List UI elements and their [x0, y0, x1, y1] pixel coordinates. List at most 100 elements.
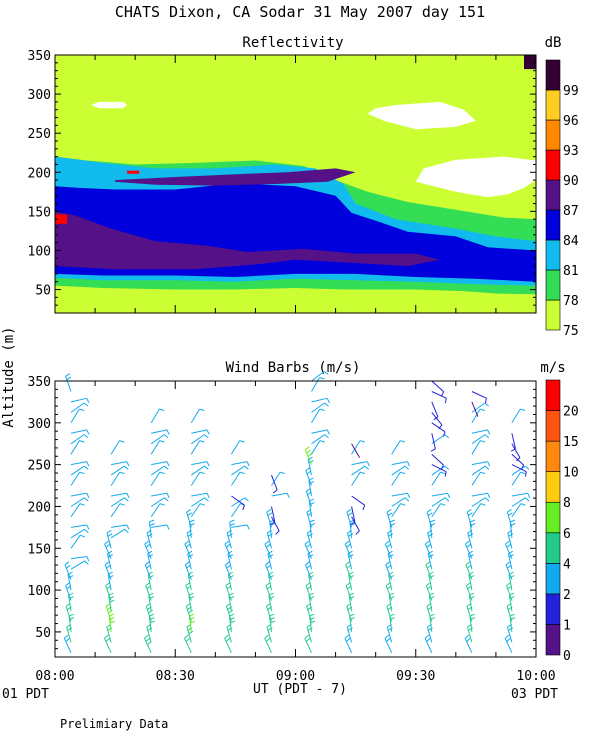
wind-barb-feather [65, 637, 70, 642]
wind-barb-feather [527, 492, 531, 499]
wind-barb-feather [199, 471, 205, 475]
wind-barb [70, 434, 89, 445]
colorbar-swatch [545, 299, 561, 331]
wind-barb-feather [510, 448, 516, 452]
wind-barb-shaft [311, 402, 325, 413]
wind-barb-shaft [225, 606, 232, 622]
wind-barb-shaft [68, 595, 72, 612]
wind-barb-feather [468, 554, 474, 558]
wind-barb-shaft [186, 511, 192, 528]
reflectivity-contour-90 [55, 214, 67, 224]
wind-barb-shaft [425, 585, 433, 601]
wind-barb-feather [227, 533, 233, 537]
wind-barb [70, 402, 89, 413]
wind-barb-shaft [268, 595, 272, 612]
wind-barb [266, 508, 273, 528]
colorbar-tick-label: 2 [563, 588, 571, 603]
wind-barb-shaft [191, 497, 205, 507]
wind-barb [224, 634, 232, 654]
wind-barb [191, 465, 209, 476]
wind-barb-shaft [70, 461, 87, 466]
wind-barb-shaft [186, 532, 192, 549]
wind-barb-shaft [145, 585, 152, 601]
wind-barb-feather [184, 634, 189, 639]
wind-barb-shaft [471, 434, 486, 445]
reflectivity-colorbar-label: dB [545, 35, 562, 51]
wind-barb-feather [504, 634, 510, 639]
wind-barb-shaft [311, 434, 325, 445]
wind-barb [430, 433, 436, 452]
wind-barb-feather [480, 503, 486, 506]
wind-barb-feather [345, 561, 350, 566]
wind-barb-shaft [224, 564, 232, 580]
wind-barb-feather [119, 471, 125, 475]
wind-barb-shaft [265, 585, 272, 601]
wind-barb [231, 497, 249, 507]
y-tick-label: 200 [28, 166, 51, 181]
wind-barb [351, 516, 360, 535]
wind-barb-feather [465, 561, 471, 566]
wind-barb-shaft [187, 553, 192, 570]
wind-barb-shaft [468, 574, 473, 591]
wind-barb-shaft [230, 471, 241, 486]
wind-barb-shaft [229, 521, 232, 538]
wind-barb-panel: Wind Barbs (m/s) 5010015020025030035008:… [28, 360, 579, 684]
wind-barb-feather [440, 503, 446, 506]
wind-barb-feather [267, 512, 273, 516]
wind-barb-shaft [344, 638, 353, 654]
reflectivity-colorbar: 75 78 81 84 87 90 93 96 99 [545, 59, 579, 339]
wind-barb-shaft [190, 408, 200, 424]
wind-barb-shaft [70, 408, 80, 424]
wind-barb-feather [444, 497, 450, 502]
wind-barb [431, 422, 446, 437]
y-tick-label: 150 [28, 542, 51, 557]
wind-barb-feather [185, 561, 190, 566]
wind-barb-shaft [389, 615, 393, 632]
colorbar-swatch [545, 59, 561, 91]
reflectivity-contour-90 [127, 170, 140, 174]
wind-barb-feather [204, 497, 209, 502]
colorbar-tick-label: 99 [563, 84, 579, 99]
wind-barb-shaft [467, 626, 473, 643]
wind-barb-shaft [70, 429, 87, 434]
y-tick-label: 350 [28, 49, 51, 64]
wind-barb-shaft [111, 461, 127, 466]
wind-barb [184, 540, 192, 559]
y-tick-label: 250 [28, 127, 51, 142]
wind-barb-feather [355, 530, 360, 535]
y-tick-label: 50 [35, 284, 51, 299]
wind-barb-feather [105, 637, 111, 642]
wind-barb [391, 440, 406, 455]
wind-barb-shaft [466, 606, 473, 622]
wind-barb-shaft [63, 638, 72, 654]
wind-barb [104, 561, 112, 580]
wind-barb-feather [108, 609, 113, 614]
wind-barb-shaft [431, 471, 441, 486]
y-tick-label: 300 [28, 417, 51, 432]
wind-barb-shaft [311, 440, 321, 455]
wind-barb-shaft [184, 564, 192, 580]
wind-barb [471, 471, 486, 486]
wind-barb [231, 495, 245, 511]
wind-barb [351, 465, 370, 476]
wind-barb-shaft [190, 440, 201, 455]
wind-barb-shaft [511, 503, 522, 518]
colorbar-tick-label: 10 [563, 466, 579, 481]
wind-barb-feather [388, 627, 393, 631]
wind-barb-feather [348, 533, 353, 537]
wind-barb-feather [387, 512, 393, 516]
wind-barb [184, 561, 192, 580]
wind-barb-shaft [511, 464, 527, 473]
wind-barb-feather [304, 540, 310, 545]
wind-barb-feather [469, 575, 475, 579]
wind-barb-feather [466, 564, 472, 569]
wind-barb-feather [79, 440, 85, 443]
wind-barb-feather [145, 582, 151, 586]
wind-barb-feather [487, 429, 491, 435]
wind-barb-feather [149, 620, 155, 624]
wind-barb-shaft [425, 564, 433, 580]
wind-barb-shaft [264, 638, 272, 654]
wind-barb-feather [86, 461, 90, 467]
colorbar-swatch [545, 149, 561, 181]
